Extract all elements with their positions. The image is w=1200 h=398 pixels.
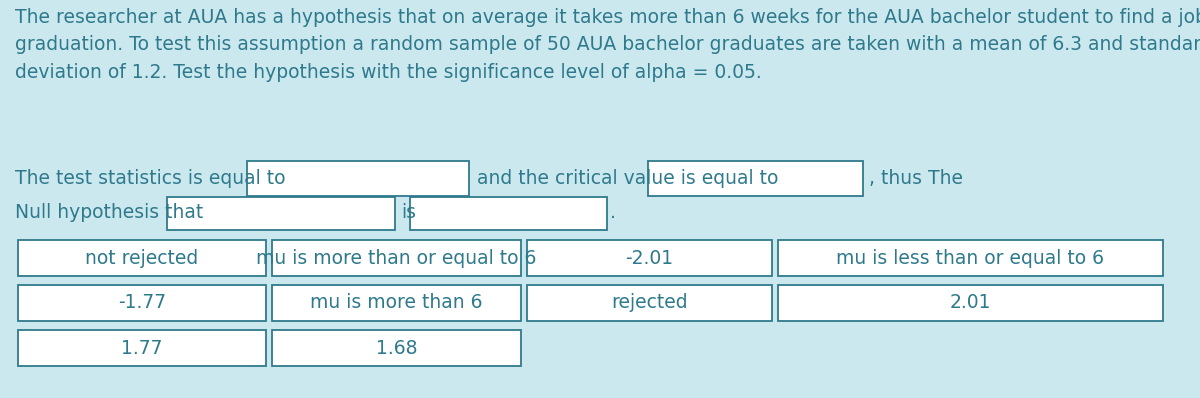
FancyBboxPatch shape: [272, 285, 521, 321]
Text: , thus The: , thus The: [869, 168, 964, 187]
FancyBboxPatch shape: [272, 330, 521, 366]
FancyBboxPatch shape: [167, 197, 395, 230]
FancyBboxPatch shape: [18, 285, 266, 321]
Text: mu is less than or equal to 6: mu is less than or equal to 6: [836, 248, 1104, 267]
FancyBboxPatch shape: [410, 197, 607, 230]
FancyBboxPatch shape: [527, 285, 772, 321]
Text: The test statistics is equal to: The test statistics is equal to: [14, 168, 286, 187]
Text: not rejected: not rejected: [85, 248, 199, 267]
Text: rejected: rejected: [611, 293, 688, 312]
FancyBboxPatch shape: [247, 160, 469, 195]
Text: -2.01: -2.01: [625, 248, 673, 267]
FancyBboxPatch shape: [527, 240, 772, 276]
Text: 1.68: 1.68: [376, 339, 418, 357]
Text: -1.77: -1.77: [118, 293, 166, 312]
Text: mu is more than or equal to 6: mu is more than or equal to 6: [257, 248, 536, 267]
Text: mu is more than 6: mu is more than 6: [311, 293, 482, 312]
Text: is: is: [401, 203, 416, 222]
FancyBboxPatch shape: [272, 240, 521, 276]
FancyBboxPatch shape: [778, 285, 1163, 321]
FancyBboxPatch shape: [18, 240, 266, 276]
Text: 1.77: 1.77: [121, 339, 163, 357]
Text: 2.01: 2.01: [949, 293, 991, 312]
Text: The researcher at AUA has a hypothesis that on average it takes more than 6 week: The researcher at AUA has a hypothesis t…: [14, 8, 1200, 82]
Text: and the critical value is equal to: and the critical value is equal to: [478, 168, 779, 187]
Text: Null hypothesis that: Null hypothesis that: [14, 203, 203, 222]
FancyBboxPatch shape: [648, 160, 863, 195]
Text: .: .: [610, 203, 616, 222]
FancyBboxPatch shape: [18, 330, 266, 366]
FancyBboxPatch shape: [778, 240, 1163, 276]
